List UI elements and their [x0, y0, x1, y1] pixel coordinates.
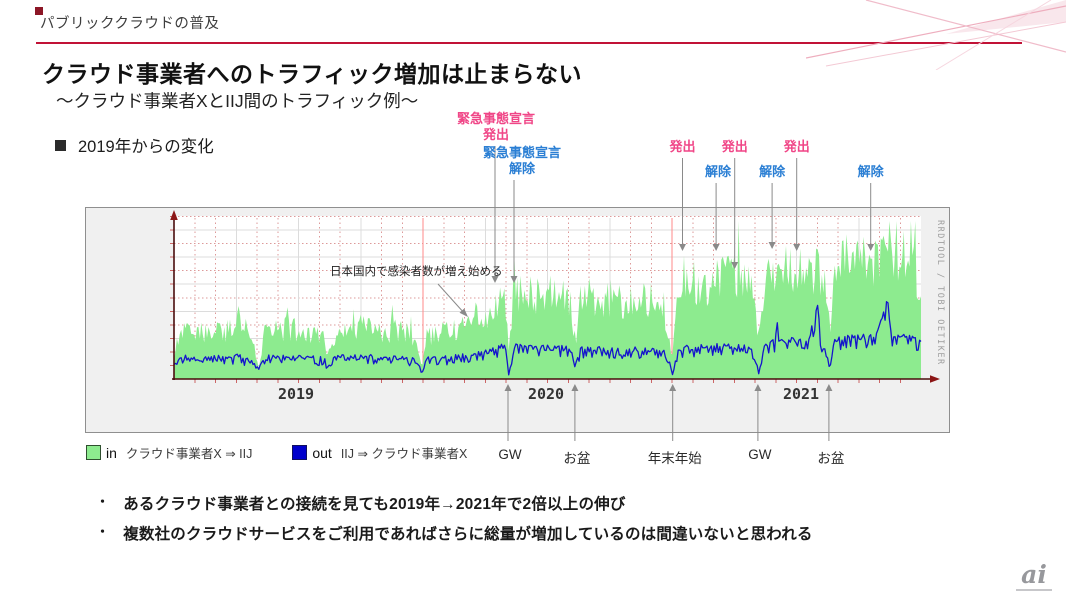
holiday-marker-label: お盆: [563, 451, 591, 466]
slide-kicker: パブリッククラウドの普及: [40, 16, 220, 32]
summary-bullet-1: ・ あるクラウド事業者との接続を見ても2019年→2021年で2倍以上の伸び: [96, 492, 626, 514]
svg-text:2021: 2021: [783, 385, 819, 403]
slide-subtitle: 〜クラウド事業者XとIIJ間のトラフィック例〜: [56, 91, 419, 111]
svg-text:RRDTOOL / TOBI OETIKER: RRDTOOL / TOBI OETIKER: [935, 220, 945, 366]
event-label-lift: 解除: [857, 164, 884, 179]
holiday-marker-label: GW: [748, 447, 772, 462]
chart-legend: in クラウド事業者X ⇒ IIJ out IIJ ⇒ クラウド事業者X: [86, 443, 507, 462]
holiday-marker-label: お盆: [817, 451, 845, 466]
event-label-lift: 緊急事態宣言 解除: [482, 145, 562, 176]
legend-in-key: in: [106, 444, 117, 461]
brand-logo: ai: [1016, 562, 1052, 591]
svg-text:2019: 2019: [278, 385, 314, 403]
slide-title: クラウド事業者へのトラフィック増加は止まらない: [42, 61, 583, 87]
legend-in-desc: クラウド事業者X ⇒ IIJ: [125, 447, 253, 461]
event-label-lift: 解除: [759, 164, 786, 179]
event-label-lift: 解除: [705, 164, 732, 179]
legend-out-swatch-icon: [292, 445, 308, 460]
kicker-accent-square: [35, 7, 43, 15]
header-rule: [36, 42, 1022, 44]
brand-logo-underline: [1016, 589, 1052, 591]
traffic-chart-svg: 2019 2020 2021 RRDTOOL / TOBI OETIKER: [170, 210, 945, 403]
summary-bullet-1-text: あるクラウド事業者との接続を見ても2019年→2021年で2倍以上の伸び: [123, 496, 626, 513]
bullet-dot: ・: [96, 524, 110, 539]
section-square-bullet-icon: [55, 139, 66, 151]
holiday-marker-label: 年末年始: [647, 451, 702, 466]
legend-out-key: out: [312, 444, 332, 461]
traffic-chart-panel: 2019 2020 2021 RRDTOOL / TOBI OETIKER: [85, 207, 950, 433]
event-label-declare: 緊急事態宣言 発出: [456, 111, 535, 142]
section-heading-text: 2019年からの変化: [78, 138, 214, 156]
event-label-declare: 発出: [783, 139, 810, 154]
summary-bullet-2: ・ 複数社のクラウドサービスをご利用であればさらに総量が増加しているのは間違いな…: [96, 522, 813, 544]
event-label-declare: 発出: [721, 139, 748, 154]
svg-text:2020: 2020: [528, 385, 564, 403]
section-heading: 2019年からの変化: [55, 133, 214, 157]
bullet-dot: ・: [96, 494, 110, 509]
summary-bullet-2-text: 複数社のクラウドサービスをご利用であればさらに総量が増加しているのは間違いないと…: [123, 526, 813, 543]
legend-in-swatch-icon: [86, 445, 101, 460]
brand-logo-text: ai: [1021, 560, 1047, 589]
event-label-declare: 発出: [669, 139, 696, 154]
legend-out-desc: IIJ ⇒ クラウド事業者X: [340, 447, 468, 461]
corner-swoosh-decoration: [806, 0, 1066, 70]
